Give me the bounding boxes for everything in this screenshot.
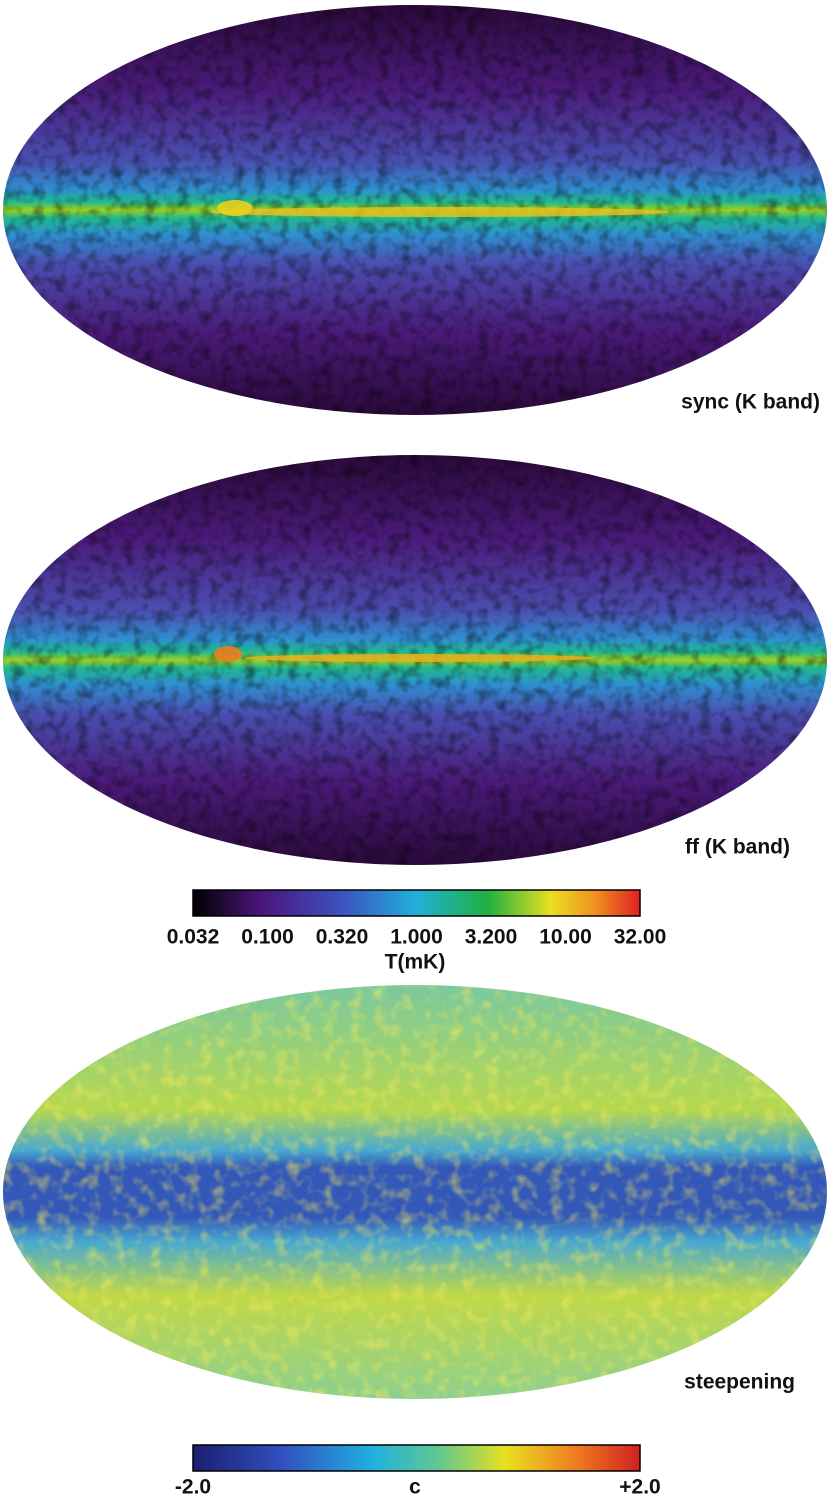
colorbar <box>192 1444 641 1472</box>
map-label: ff (K band) <box>685 836 790 859</box>
colorbar-tick-label: 10.00 <box>539 926 592 949</box>
colorbar-title: c <box>409 1476 421 1499</box>
steepening-map <box>3 985 827 1399</box>
colorbar-tick-label: 3.200 <box>465 926 518 949</box>
colorbar-tick-label: -2.0 <box>175 1476 211 1499</box>
ff-map <box>3 455 827 865</box>
colorbar-tick-label: 0.032 <box>167 926 220 949</box>
colorbar-tick-label: 1.000 <box>390 926 443 949</box>
colorbar-tick-label: 32.00 <box>614 926 667 949</box>
map-label: sync (K band) <box>681 391 820 414</box>
colorbar-tick-label: 0.320 <box>316 926 369 949</box>
sync-map <box>3 5 827 415</box>
colorbar <box>192 889 641 917</box>
colorbar-tick-label: 0.100 <box>241 926 294 949</box>
colorbar-ticks: -2.0 +2.0 <box>175 1476 661 1499</box>
map-label: steepening <box>684 1371 795 1394</box>
colorbar-title: T(mK) <box>385 951 446 974</box>
colorbar-ticks: 0.032 0.100 0.320 1.000 3.200 10.00 32.00 <box>167 926 667 949</box>
colorbar-tick-label: +2.0 <box>619 1476 660 1499</box>
